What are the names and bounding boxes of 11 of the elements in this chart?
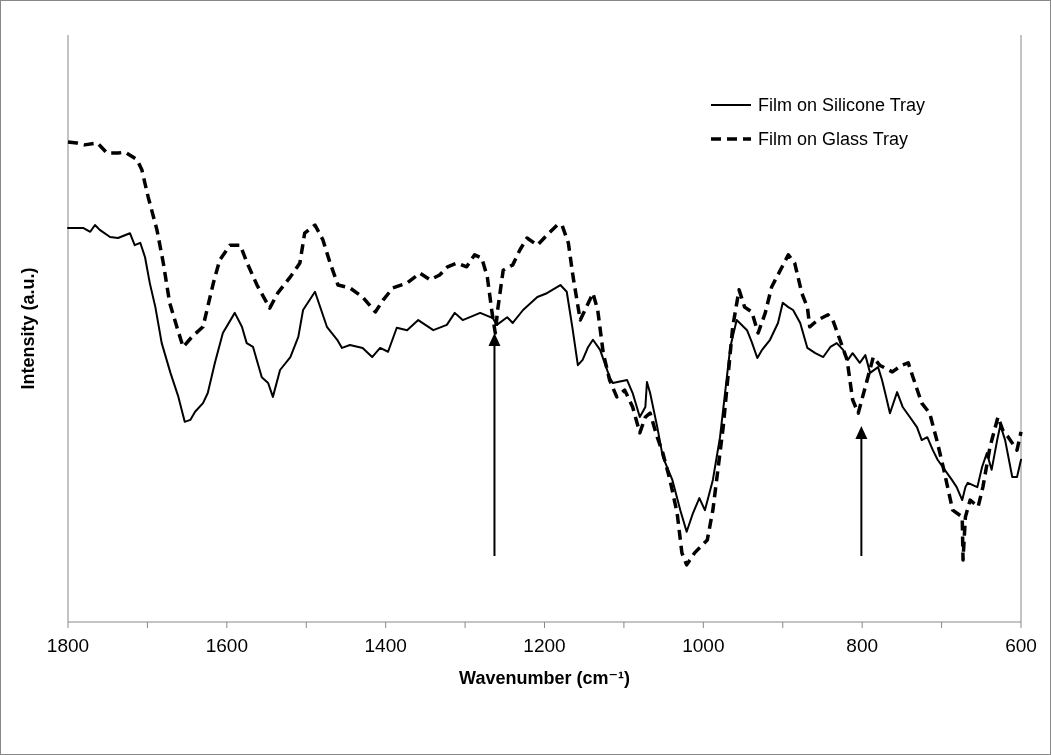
x-tick-label: 1400 bbox=[364, 635, 407, 656]
y-axis-title: Intensity (a.u.) bbox=[18, 267, 38, 390]
x-tick-label: 1600 bbox=[205, 635, 248, 656]
x-tick-label: 1200 bbox=[523, 635, 566, 656]
x-axis-title: Wavenumber (cm⁻¹) bbox=[459, 668, 630, 688]
x-tick-label: 1800 bbox=[46, 635, 90, 656]
legend-label: Film on Glass Tray bbox=[758, 129, 909, 149]
x-tick-label: 800 bbox=[846, 635, 879, 656]
legend-label: Film on Silicone Tray bbox=[758, 95, 926, 115]
x-tick-label: 600 bbox=[1005, 635, 1037, 656]
x-tick-label: 1000 bbox=[682, 635, 725, 656]
